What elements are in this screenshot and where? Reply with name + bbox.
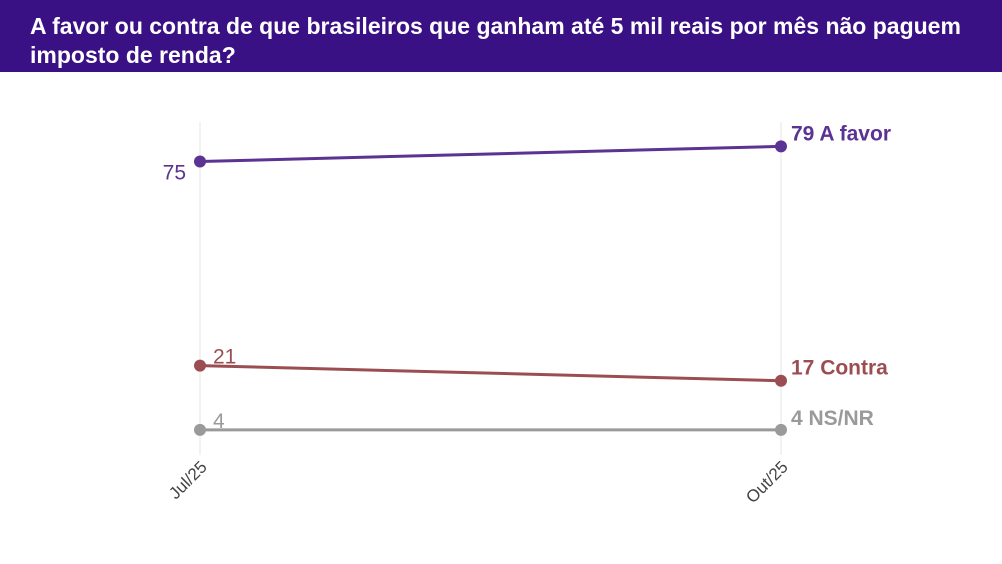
x-tick-label: Jul/25 — [165, 457, 211, 503]
end-data-label: 17 Contra — [791, 357, 888, 380]
series-line-2 — [199, 364, 782, 383]
series-line-1 — [199, 144, 782, 163]
data-point — [775, 374, 787, 387]
end-data-label: 4 NS/NR — [791, 407, 874, 430]
data-point — [194, 359, 206, 372]
x-tick-label: Out/25 — [742, 457, 792, 507]
start-data-label: 75 — [163, 162, 186, 185]
data-point — [775, 140, 787, 153]
chart-header: A favor ou contra de que brasileiros que… — [0, 0, 1002, 72]
data-point — [194, 423, 206, 436]
end-data-label: 79 A favor — [791, 122, 891, 145]
start-data-label: 4 — [213, 410, 225, 433]
start-data-label: 21 — [213, 346, 236, 369]
data-point — [194, 155, 206, 168]
chart-title: A favor ou contra de que brasileiros que… — [30, 13, 961, 68]
data-point — [775, 423, 787, 436]
